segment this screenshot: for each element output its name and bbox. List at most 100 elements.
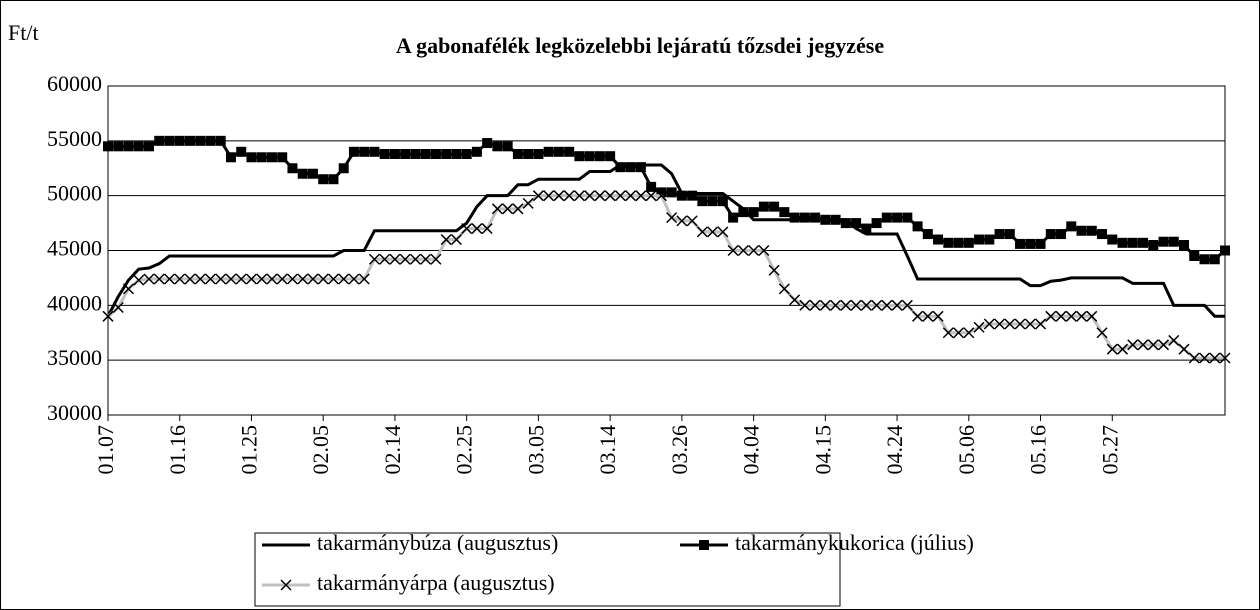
point [1168,334,1180,346]
point [1158,236,1169,247]
point [584,190,596,202]
point [379,148,390,159]
point [277,152,288,163]
point [430,148,441,159]
point [420,148,431,159]
point [1066,221,1077,232]
point [963,327,975,339]
point [307,168,318,179]
point [912,221,923,232]
x-tick-label: 02.14 [380,425,405,475]
point [410,148,421,159]
point [799,212,810,223]
point [615,162,626,173]
point [943,237,954,248]
point [994,229,1005,240]
series-line [106,163,1225,318]
point [450,234,462,246]
point [779,207,790,218]
point [1219,352,1231,364]
point [1198,352,1211,364]
point [573,190,585,202]
point [430,253,442,265]
point [635,162,646,173]
legend-marker [699,540,709,550]
x-tick-label: 02.25 [452,425,477,475]
point [533,148,544,159]
point [810,212,821,223]
point [748,244,760,257]
point [1056,229,1067,240]
point [482,138,493,149]
point [1024,318,1036,330]
point [532,190,544,202]
point [871,218,882,229]
point [604,190,616,202]
point [225,273,237,285]
point [1045,310,1057,322]
point [348,273,360,285]
point [307,273,319,285]
point [348,146,359,157]
point [112,301,124,314]
point [1209,254,1220,265]
y-tick-label: 35000 [47,345,102,370]
point [133,274,145,286]
point [338,273,350,285]
point [655,190,667,202]
point [225,152,236,163]
point [902,212,913,223]
point [266,273,278,285]
point [1035,238,1046,249]
point [646,181,657,192]
point [820,214,831,225]
point [974,234,985,245]
point [1137,339,1149,351]
point [441,148,452,159]
point [369,146,380,157]
y-axis-label: Ft/t [8,20,39,45]
x-tick-label: 05.16 [1026,425,1051,475]
point [666,187,677,198]
point [932,310,944,322]
point [523,148,534,159]
point [154,135,165,146]
point [625,190,637,202]
point [317,273,329,285]
point [1127,237,1138,248]
point [789,294,801,306]
point [584,151,595,162]
point [901,299,913,311]
point [1045,229,1056,240]
point [174,135,185,146]
point [1148,240,1159,251]
point [1065,310,1077,322]
point [256,273,268,285]
point [840,299,852,311]
point [481,223,493,235]
point [861,223,872,234]
legend-label: takarmányárpa (augusztus) [317,570,555,595]
point [245,273,257,285]
point [809,299,821,311]
point [512,203,524,215]
chart-title: A gabonafélék legközelebbi lejáratú tőzs… [396,33,884,58]
point [491,203,503,215]
point [666,212,678,224]
point [103,141,113,152]
point [163,273,176,285]
point [420,253,432,265]
point [728,212,739,223]
point [605,151,616,162]
x-tick-label: 04.24 [882,425,907,475]
point [543,146,554,157]
point [717,226,729,238]
point [266,152,277,163]
point [737,244,749,257]
point [881,212,892,223]
point [184,135,195,146]
point [318,174,329,185]
legend-marker [280,579,292,591]
point [492,141,503,152]
